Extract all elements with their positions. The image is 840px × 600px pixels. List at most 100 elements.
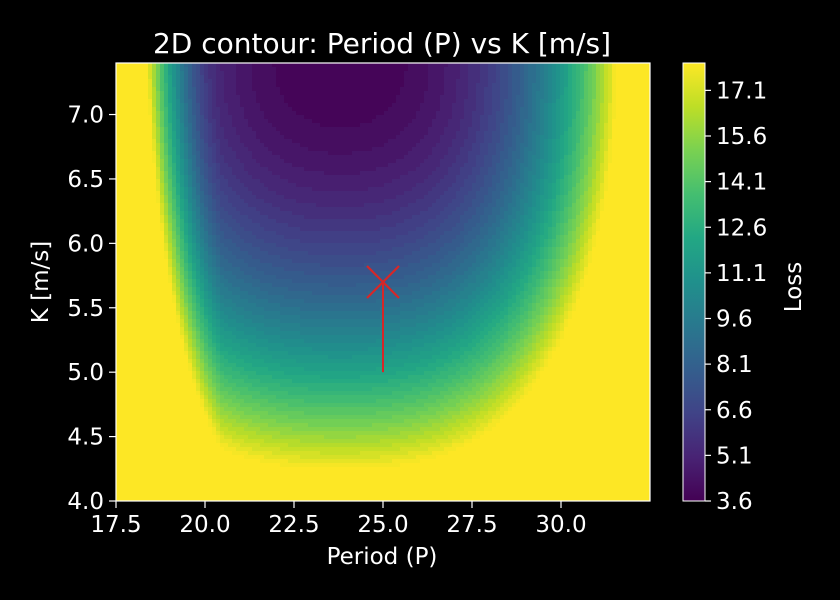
contour-cell — [296, 95, 301, 100]
contour-cell — [484, 115, 489, 120]
contour-cell — [640, 79, 645, 84]
contour-cell — [292, 91, 297, 96]
contour-cell — [204, 75, 209, 80]
contour-cell — [524, 139, 529, 144]
contour-cell — [264, 199, 269, 204]
contour-cell — [440, 159, 445, 164]
contour-cell — [244, 67, 249, 72]
contour-cell — [312, 151, 317, 156]
contour-cell — [416, 107, 421, 112]
contour-cell — [568, 119, 573, 124]
contour-cell — [256, 127, 261, 132]
contour-cell — [124, 67, 129, 72]
contour-cell — [644, 199, 649, 204]
contour-cell — [404, 95, 409, 100]
contour-cell — [196, 175, 201, 180]
contour-cell — [280, 167, 285, 172]
contour-cell — [208, 75, 213, 80]
contour-cell — [148, 159, 153, 164]
contour-cell — [628, 127, 633, 132]
contour-cell — [336, 79, 341, 84]
contour-cell — [336, 183, 341, 188]
contour-cell — [644, 163, 649, 168]
contour-cell — [512, 115, 517, 120]
contour-cell — [520, 63, 525, 68]
contour-cell — [576, 187, 581, 192]
contour-cell — [284, 131, 289, 136]
contour-cell — [180, 83, 185, 88]
contour-cell — [444, 171, 449, 176]
contour-cell — [212, 203, 217, 208]
contour-cell — [268, 127, 273, 132]
contour-cell — [280, 179, 285, 184]
contour-cell — [524, 135, 529, 140]
contour-cell — [376, 143, 381, 148]
contour-cell — [416, 179, 421, 184]
contour-cell — [568, 167, 573, 172]
contour-cell — [360, 191, 365, 196]
contour-cell — [136, 139, 141, 144]
contour-cell — [136, 71, 141, 76]
contour-cell — [496, 91, 501, 96]
contour-cell — [608, 135, 613, 140]
contour-cell — [240, 195, 245, 200]
contour-cell — [264, 79, 269, 84]
contour-cell — [248, 207, 253, 212]
contour-cell — [416, 83, 421, 88]
contour-cell — [284, 115, 289, 120]
contour-cell — [200, 107, 205, 112]
contour-cell — [320, 167, 325, 172]
contour-cell — [236, 167, 241, 172]
contour-cell — [188, 155, 193, 160]
contour-cell — [636, 163, 641, 168]
contour-cell — [188, 83, 193, 88]
contour-cell — [632, 99, 637, 104]
contour-cell — [220, 183, 225, 188]
contour-cell — [160, 167, 165, 172]
contour-cell — [132, 83, 137, 88]
contour-cell — [120, 151, 125, 156]
contour-cell — [188, 99, 193, 104]
contour-cell — [588, 95, 593, 100]
contour-cell — [168, 91, 173, 96]
contour-cell — [320, 115, 325, 120]
contour-cell — [188, 167, 193, 172]
contour-cell — [388, 195, 393, 200]
contour-cell — [380, 115, 385, 120]
contour-cell — [484, 63, 489, 68]
contour-cell — [304, 131, 309, 136]
contour-cell — [284, 191, 289, 196]
contour-cell — [492, 123, 497, 128]
contour-cell — [140, 199, 145, 204]
contour-cell — [120, 203, 125, 208]
contour-cell — [584, 187, 589, 192]
contour-cell — [260, 63, 265, 68]
contour-cell — [352, 195, 357, 200]
contour-cell — [332, 127, 337, 132]
contour-cell — [272, 119, 277, 124]
contour-cell — [584, 175, 589, 180]
contour-cell — [420, 175, 425, 180]
contour-cell — [464, 207, 469, 212]
contour-cell — [292, 99, 297, 104]
contour-cell — [440, 83, 445, 88]
contour-cell — [176, 95, 181, 100]
contour-cell — [388, 175, 393, 180]
contour-cell — [224, 135, 229, 140]
contour-cell — [512, 135, 517, 140]
contour-cell — [384, 83, 389, 88]
contour-cell — [480, 111, 485, 116]
contour-cell — [556, 143, 561, 148]
contour-cell — [156, 163, 161, 168]
contour-cell — [276, 139, 281, 144]
contour-cell — [208, 103, 213, 108]
contour-cell — [272, 71, 277, 76]
contour-cell — [480, 87, 485, 92]
contour-cell — [492, 143, 497, 148]
contour-cell — [376, 191, 381, 196]
contour-cell — [220, 211, 225, 216]
contour-cell — [432, 103, 437, 108]
contour-cell — [372, 111, 377, 116]
contour-cell — [136, 195, 141, 200]
contour-cell — [128, 211, 133, 216]
